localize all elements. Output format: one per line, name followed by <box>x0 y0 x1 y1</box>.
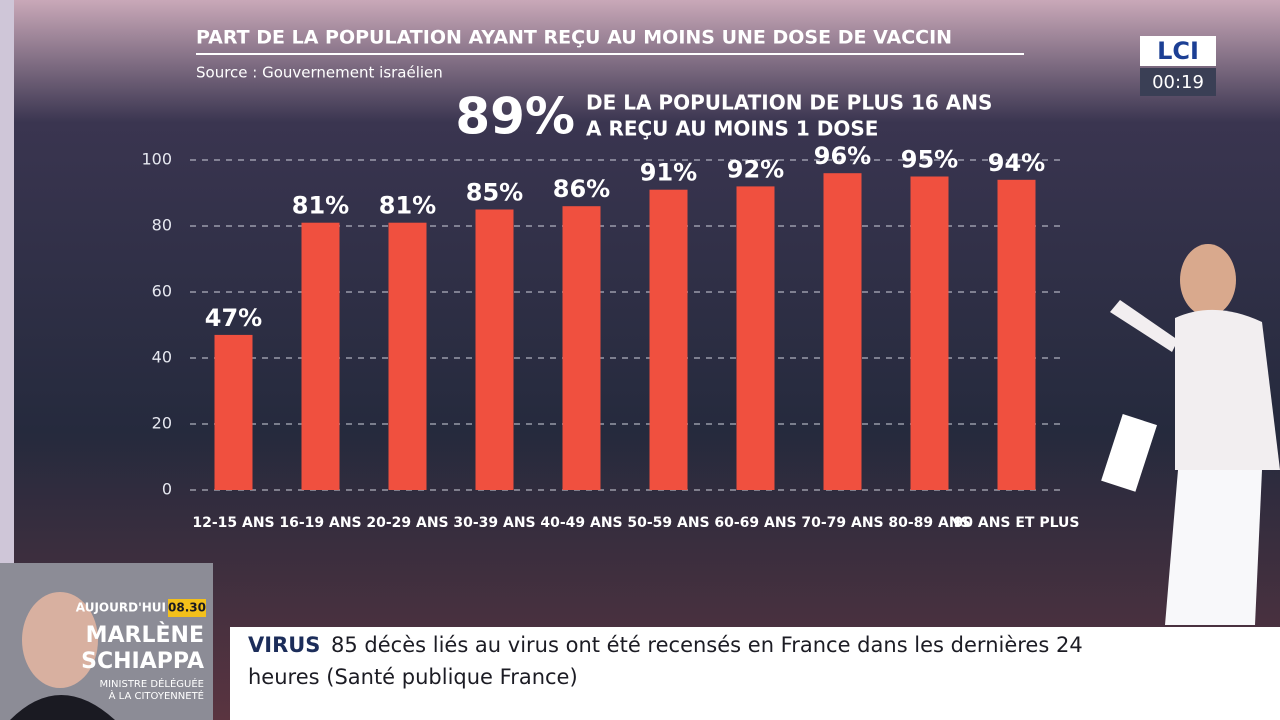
bar <box>562 206 601 490</box>
bar <box>388 222 427 490</box>
bar <box>301 222 340 490</box>
headline-figure: 89% <box>455 88 575 146</box>
bar <box>823 173 862 490</box>
value-label: 86% <box>553 175 610 203</box>
clock-box <box>1140 68 1216 96</box>
x-tick-label: 20-29 ANS <box>366 515 448 531</box>
value-label: 85% <box>466 179 523 207</box>
promo-when: AUJOURD'HUI <box>76 601 166 615</box>
ticker-text: 85 décès liés au virus ont été recensés … <box>331 633 1083 657</box>
value-label: 81% <box>292 192 349 220</box>
y-tick-label: 0 <box>162 480 172 499</box>
x-tick-label: 40-49 ANS <box>540 515 622 531</box>
channel-logo: LCI <box>1157 37 1199 65</box>
value-label: 92% <box>727 155 784 183</box>
bar <box>475 209 514 490</box>
x-tick-label: 70-79 ANS <box>801 515 883 531</box>
ticker-bar <box>230 627 1280 720</box>
guest-name: MARLÈNE <box>86 622 204 648</box>
y-tick-label: 80 <box>152 216 172 235</box>
promo-time: 08.30 <box>168 601 206 615</box>
promo-time-box <box>168 599 206 617</box>
y-tick-label: 40 <box>152 348 172 367</box>
screen-edge <box>0 0 14 720</box>
value-label: 96% <box>814 142 871 170</box>
bar <box>214 334 253 490</box>
y-tick-label: 100 <box>141 150 172 169</box>
bar <box>910 176 949 490</box>
chart-title: PART DE LA POPULATION AYANT REÇU AU MOIN… <box>196 27 952 49</box>
x-tick-label: 30-39 ANS <box>453 515 535 531</box>
headline-line: A REÇU AU MOINS 1 DOSE <box>586 117 878 141</box>
guest-role: À LA CITOYENNETÉ <box>109 689 204 702</box>
bar <box>649 189 688 490</box>
x-tick-label: 80-89 ANS <box>888 515 970 531</box>
value-label: 95% <box>901 146 958 174</box>
x-tick-label: 60-69 ANS <box>714 515 796 531</box>
value-label: 47% <box>205 304 262 332</box>
x-tick-label: 50-59 ANS <box>627 515 709 531</box>
y-tick-label: 20 <box>152 414 172 433</box>
chart-subtitle: Source : Gouvernement israélien <box>196 64 443 82</box>
x-tick-label: 90 ANS ET PLUS <box>954 515 1080 531</box>
ticker-tag: VIRUS <box>248 633 320 657</box>
guest-photo <box>22 592 98 688</box>
clock: 00:19 <box>1152 72 1204 93</box>
logo-box <box>1140 36 1216 66</box>
x-tick-label: 12-15 ANS <box>192 515 274 531</box>
value-label: 91% <box>640 159 697 187</box>
value-label: 94% <box>988 149 1045 177</box>
guest-photo <box>10 695 115 720</box>
guest-name: SCHIAPPA <box>81 649 204 674</box>
value-label: 81% <box>379 192 436 220</box>
guest-role: MINISTRE DÉLÉGUÉE <box>99 677 204 690</box>
y-tick-label: 60 <box>152 282 172 301</box>
plot: 0 20 40 60 80 100 12-15 ANS 47% 16-19 ANS 81% 20-2… <box>141 142 1079 531</box>
bar <box>736 186 775 490</box>
ticker-text: heures (Santé publique France) <box>248 665 578 689</box>
headline-line: DE LA POPULATION DE PLUS 16 ANS <box>586 91 992 115</box>
bar <box>997 179 1036 491</box>
x-tick-label: 16-19 ANS <box>279 515 361 531</box>
presenter <box>1101 244 1280 625</box>
